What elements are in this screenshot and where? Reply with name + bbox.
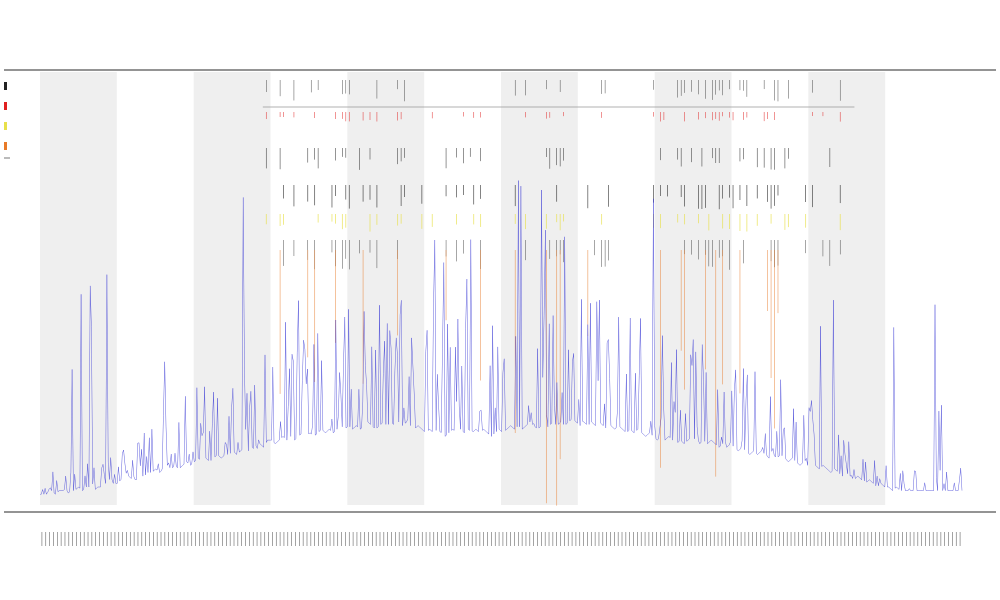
axes	[4, 69, 996, 513]
legend-swatch	[4, 82, 7, 90]
legend	[4, 82, 10, 159]
series-layer	[40, 180, 963, 495]
background-band	[808, 72, 886, 505]
x-tick-labels	[41, 532, 961, 546]
series-line	[40, 180, 963, 495]
legend-swatch	[4, 122, 7, 130]
legend-swatch	[4, 102, 7, 110]
background-bands	[40, 72, 886, 505]
background-band	[40, 72, 117, 505]
background-band	[501, 72, 578, 505]
background-band	[654, 72, 732, 505]
background-band	[193, 72, 271, 505]
background-band	[347, 72, 425, 505]
annotation-tracks	[262, 80, 855, 506]
legend-swatch	[4, 142, 7, 150]
